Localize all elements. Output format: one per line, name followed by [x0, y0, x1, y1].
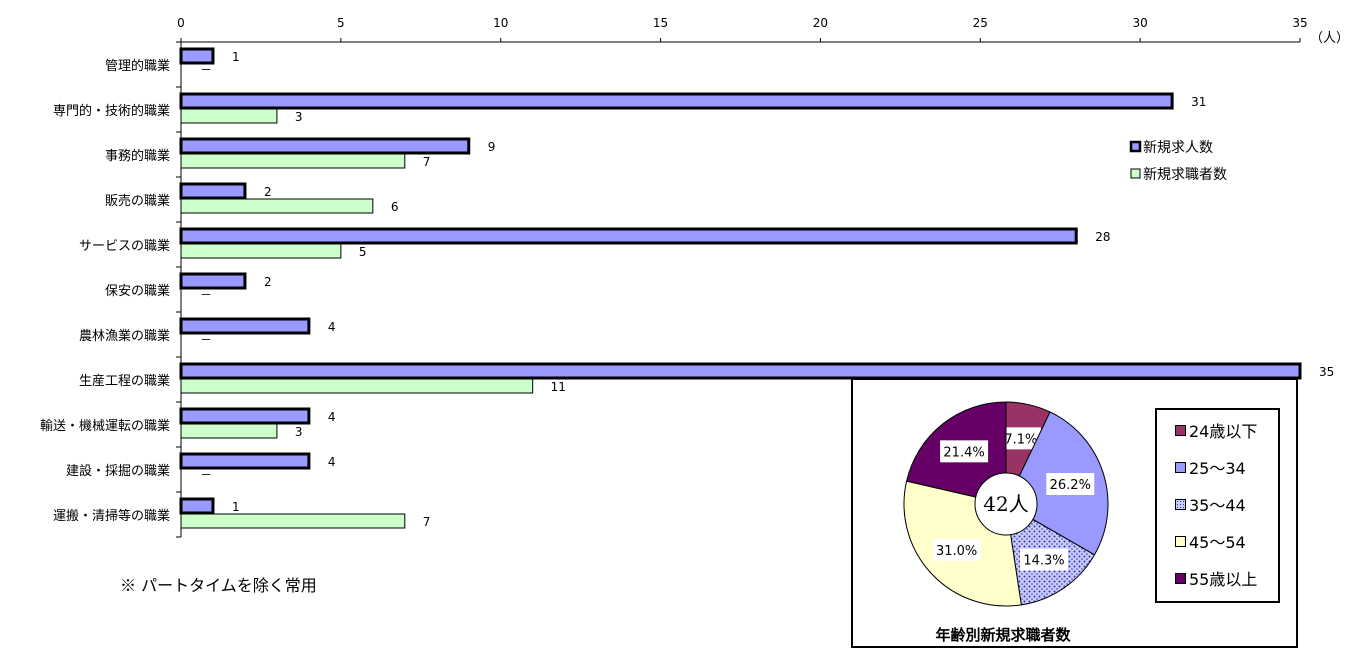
unit-label: （人） [1310, 31, 1346, 46]
bar-new-openings [179, 92, 1174, 110]
legend-swatch [1175, 535, 1186, 547]
bar-new-seekers [180, 153, 406, 169]
legend-label: 新規求人数 [1143, 140, 1213, 156]
bar-new-seekers [180, 243, 342, 259]
pie-legend-item: 35～44 [1175, 492, 1246, 516]
category-label: 輸送・機械運転の職業 [40, 418, 170, 434]
category-label: サービスの職業 [79, 238, 170, 254]
x-tick-label: 25 [973, 16, 988, 30]
x-tick-label: 20 [813, 16, 828, 30]
legend-swatch [1175, 498, 1186, 510]
bar-new-seekers [180, 198, 374, 214]
pie-label-bg [1000, 427, 1041, 450]
legend-swatch [1175, 461, 1186, 473]
age-pie-chart: 7.1% 26.2% 14.3% 31.0% 21.4% 42人 [903, 401, 1109, 607]
pie-label-bg [1020, 548, 1069, 571]
pie-legend-item: 25～34 [1175, 455, 1246, 479]
data-label-openings: 1 [232, 50, 240, 64]
pie-chart-panel: 7.1% 26.2% 14.3% 31.0% 21.4% 42人 年齢別新規求職者数 24… [851, 378, 1298, 648]
pie-slice-label: 21.4% [943, 445, 984, 460]
bar-new-openings [179, 362, 1302, 380]
data-label-seekers: 3 [295, 110, 303, 124]
x-tick-label: 30 [1133, 16, 1148, 30]
category-label: 運搬・清掃等の職業 [53, 508, 170, 524]
bar-new-seekers [180, 378, 534, 394]
legend-label: 25～34 [1189, 459, 1246, 478]
pie-label-bg [1046, 473, 1095, 496]
pie-center-hole [974, 472, 1038, 536]
data-label-seekers: 5 [359, 245, 367, 259]
legend-label: 新規求職者数 [1143, 167, 1227, 183]
bar-new-seekers [180, 423, 278, 439]
data-label-openings: 35 [1319, 365, 1334, 379]
data-label-openings: 4 [328, 455, 336, 469]
category-label: 販売の職業 [105, 193, 170, 209]
data-label-openings: 2 [264, 275, 272, 289]
category-label: 農林漁業の職業 [79, 328, 170, 344]
category-label: 事務的職業 [105, 148, 170, 164]
bar-new-seekers [180, 513, 406, 529]
pie-label-bg [940, 440, 989, 463]
data-label-seekers: － [200, 333, 212, 347]
pie-label-bg [932, 538, 981, 561]
data-label-openings: 9 [488, 140, 496, 154]
x-tick-label: 5 [337, 16, 345, 30]
pie-slice-label: 31.0% [936, 544, 977, 559]
pie-title: 年齢別新規求職者数 [935, 626, 1071, 644]
data-label-openings: 2 [264, 185, 272, 199]
x-tick-label: 10 [493, 16, 508, 30]
category-label: 専門的・技術的職業 [53, 103, 170, 119]
category-label: 建設・採掘の職業 [66, 463, 170, 479]
bar-new-openings [179, 47, 215, 65]
bar-new-openings [179, 272, 247, 290]
x-tick-label: 15 [653, 16, 668, 30]
legend-swatch [1175, 424, 1186, 436]
pie-slice-label: 26.2% [1050, 478, 1091, 493]
data-label-seekers: 11 [551, 380, 566, 394]
pie-legend-item: 55歳以上 [1175, 566, 1257, 590]
category-label: 管理的職業 [105, 58, 170, 74]
data-label-seekers: － [200, 63, 212, 77]
legend-label: 45～54 [1189, 533, 1246, 552]
category-label: 保安の職業 [105, 283, 170, 299]
legend-label: 55歳以上 [1189, 570, 1258, 589]
data-label-seekers: － [200, 288, 212, 302]
data-label-openings: 28 [1095, 230, 1110, 244]
pie-legend-item: 24歳以下 [1175, 418, 1257, 442]
legend-swatch [1130, 168, 1141, 179]
bar-new-openings [179, 317, 311, 335]
pie-slice-label: 14.3% [1023, 554, 1064, 569]
data-label-openings: 31 [1191, 95, 1206, 109]
bar-new-openings [179, 182, 247, 200]
data-label-seekers: 7 [423, 155, 431, 169]
bar-new-openings [179, 227, 1078, 245]
data-label-openings: 4 [328, 410, 336, 424]
footnote: ※ パートタイムを除く常用 [120, 576, 317, 595]
legend-label: 35～44 [1189, 496, 1246, 515]
legend-swatch [1129, 140, 1142, 153]
data-label-seekers: 7 [423, 515, 431, 529]
pie-slice-label: 7.1% [1004, 432, 1037, 447]
bar-new-openings [179, 497, 215, 515]
legend-swatch [1175, 572, 1186, 584]
bar-new-openings [179, 407, 311, 425]
category-label: 生産工程の職業 [79, 373, 170, 389]
x-tick-label: 35 [1292, 16, 1307, 30]
legend-label: 24歳以下 [1189, 422, 1258, 441]
bar-new-openings [179, 137, 471, 155]
data-label-seekers: 3 [295, 425, 303, 439]
pie-legend: 24歳以下 25～34 35～44 45～54 55歳以上 [1155, 408, 1280, 603]
bar-new-openings [179, 452, 311, 470]
pie-legend-item: 45～54 [1175, 529, 1246, 553]
bar-new-seekers [180, 108, 278, 124]
data-label-seekers: － [200, 468, 212, 482]
data-label-seekers: 6 [391, 200, 399, 214]
data-label-openings: 1 [232, 500, 240, 514]
pie-center-label: 42人 [983, 492, 1028, 516]
x-tick-label: 0 [177, 16, 185, 30]
data-label-openings: 4 [328, 320, 336, 334]
